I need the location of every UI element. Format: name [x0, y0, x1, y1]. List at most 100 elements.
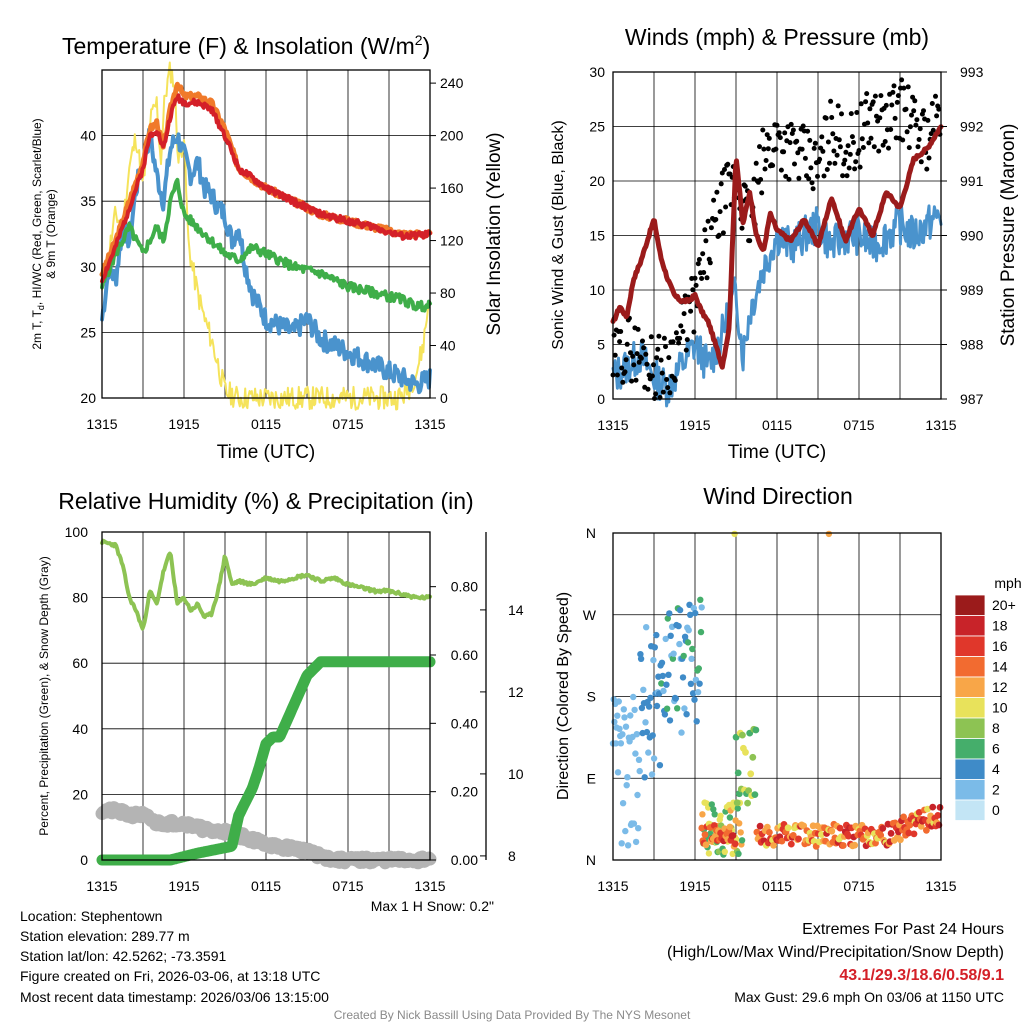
gust-point	[770, 163, 776, 168]
direction-point	[923, 826, 930, 834]
gust-point	[842, 157, 848, 163]
direction-point	[887, 830, 895, 837]
insolation-ylabel: Solar Insolation (Yellow)	[484, 132, 505, 335]
y2-tick-label: 240	[440, 75, 464, 91]
gust-point	[834, 152, 840, 158]
gust-point	[747, 238, 753, 244]
direction-point	[647, 694, 654, 701]
gust-point	[906, 145, 912, 151]
y-tick-label: 0	[80, 852, 88, 868]
snow-tick-label: 12	[508, 684, 524, 700]
gust-point	[844, 173, 850, 179]
gust-point	[848, 111, 854, 117]
gust-point	[691, 329, 697, 335]
x-tick-label: 1315	[925, 878, 956, 894]
direction-point	[749, 753, 757, 761]
direction-point	[734, 769, 742, 777]
gust-point	[678, 323, 684, 329]
gust-point	[620, 379, 626, 385]
gust-point	[622, 369, 628, 375]
gust-point	[918, 159, 924, 165]
x-tick-label: 0115	[762, 878, 792, 894]
gust-point	[924, 166, 930, 172]
y-tick-label: 5	[597, 337, 605, 353]
gust-point	[651, 362, 656, 368]
y2-tick-label: 0	[440, 390, 448, 406]
gust-point	[680, 329, 686, 334]
gust-point	[634, 351, 640, 357]
gust-point	[852, 166, 858, 172]
gust-point	[664, 377, 670, 382]
direction-point	[877, 831, 885, 839]
gust-point	[913, 122, 919, 128]
info-created: Figure created on Fri, 2026-03-06, at 13…	[20, 968, 320, 984]
direction-point	[739, 731, 746, 739]
relative-humidity-line	[100, 538, 432, 631]
x-tick-label: 0115	[251, 878, 281, 894]
direction-point	[638, 704, 646, 712]
direction-point	[751, 791, 759, 798]
direction-point	[622, 723, 630, 730]
direction-point	[614, 769, 622, 776]
temperature-ylabel: 2m T, Td, HI/WC (Red, Green, Scarlet/Blu…	[30, 118, 46, 349]
humidity-title: Relative Humidity (%) & Precipitation (i…	[58, 488, 473, 514]
gust-point	[643, 351, 649, 357]
gust-point	[611, 332, 617, 338]
gust-point	[623, 357, 629, 363]
gust-point	[796, 175, 802, 181]
direction-point	[828, 827, 836, 835]
colorbar-swatch	[954, 799, 986, 821]
direction-point	[666, 610, 673, 617]
y-tick-label: 0	[597, 391, 605, 407]
y-tick-label: 20	[72, 786, 88, 802]
y-tick-label: 15	[589, 228, 605, 244]
gust-point	[658, 357, 664, 363]
colorbar-swatch	[954, 615, 986, 637]
gust-point	[925, 117, 931, 123]
direction-point	[645, 749, 652, 756]
direction-point	[637, 655, 645, 662]
gust-point	[688, 308, 694, 314]
gust-point	[629, 378, 635, 384]
gust-point	[853, 159, 859, 165]
gust-point	[631, 362, 637, 368]
gust-point	[760, 127, 766, 133]
wind-direction-frame	[612, 532, 942, 861]
direction-point	[621, 714, 628, 721]
gust-point	[717, 209, 723, 215]
info-location: Location: Stephentown	[20, 908, 162, 924]
gust-point	[907, 124, 913, 130]
direction-point	[917, 822, 925, 830]
gust-point	[823, 115, 829, 121]
gust-point	[695, 261, 701, 267]
gust-point	[630, 353, 636, 359]
gust-point	[781, 149, 787, 155]
winds-xlabel: Time (UTC)	[728, 442, 827, 463]
direction-point	[800, 822, 808, 830]
direction-point	[934, 812, 942, 819]
direction-point	[651, 644, 658, 651]
direction-point	[745, 787, 752, 794]
gust-point	[659, 370, 665, 376]
gust-point	[888, 127, 894, 132]
direction-point	[662, 635, 669, 643]
station-info: Location: Stephentown Station elevation:…	[20, 908, 329, 1005]
gust-point	[891, 83, 897, 89]
gust-point	[802, 155, 808, 161]
gust-point	[645, 386, 651, 392]
gust-point	[845, 143, 851, 149]
y-tick-label: 20	[589, 173, 605, 189]
humidity-axes: 0 20 40 60 80 100 0.00 0.20 0.40 0.60 0.80 8 10 12 14 1…	[65, 524, 524, 894]
x-tick-label: 1315	[597, 417, 628, 433]
gust-point	[815, 173, 820, 179]
direction-point	[688, 655, 695, 662]
info-elevation: Station elevation: 289.77 m	[20, 928, 190, 944]
y-tick-label: 10	[589, 282, 605, 298]
colorbar-label: 4	[992, 761, 1000, 777]
y2-tick-label: 120	[440, 233, 464, 249]
direction-tick-label: N	[586, 525, 596, 541]
gust-point	[761, 146, 767, 152]
x-tick-label: 1315	[414, 416, 445, 432]
gust-point	[810, 186, 816, 192]
